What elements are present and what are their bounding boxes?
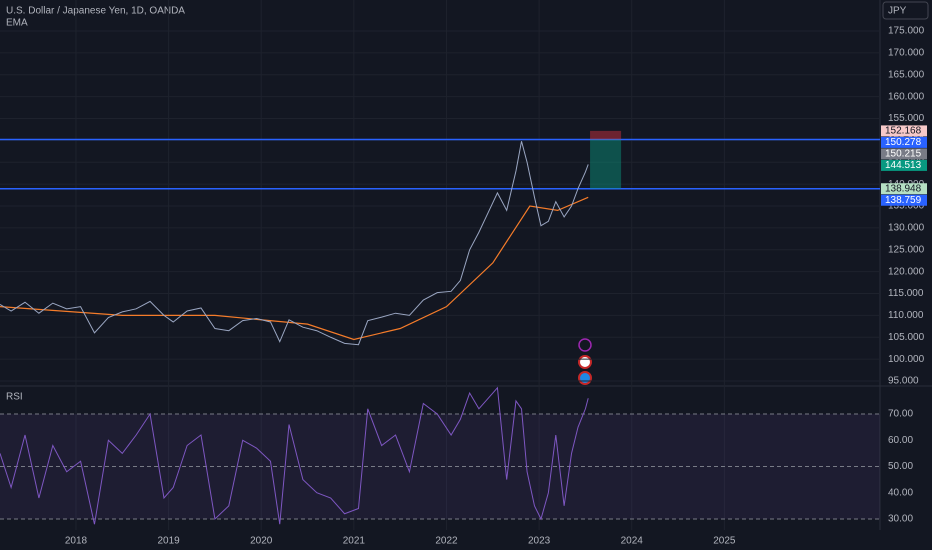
y-tick-label: 170.000 <box>888 48 925 59</box>
position-risk <box>590 130 622 140</box>
price-tag <box>881 183 927 195</box>
y-tick-label: 160.000 <box>888 91 925 102</box>
indicator-label: EMA <box>6 18 28 29</box>
y-tick-label: 155.000 <box>888 113 925 124</box>
rsi-band <box>0 414 880 519</box>
y-tick-label: 125.000 <box>888 244 925 255</box>
y-tick-label: 30.00 <box>888 514 913 525</box>
y-tick-label: 120.000 <box>888 266 925 277</box>
x-tick-label: 2019 <box>157 536 180 547</box>
price-tag <box>881 159 927 171</box>
y-tick-label: 50.00 <box>888 461 913 472</box>
x-tick-label: 2025 <box>713 536 736 547</box>
position-reward <box>590 139 622 189</box>
x-tick-label: 2024 <box>621 536 644 547</box>
price-line <box>0 141 589 346</box>
x-tick-label: 2021 <box>343 536 366 547</box>
rsi-title: RSI <box>6 392 23 403</box>
price-tag-label: 138.948 <box>885 183 922 194</box>
event-icons[interactable] <box>578 338 592 385</box>
price-tag-label: 138.759 <box>885 195 922 206</box>
price-tag <box>881 136 927 148</box>
x-tick-label: 2018 <box>65 536 88 547</box>
price-tag <box>881 194 927 206</box>
y-tick-label: 165.000 <box>888 69 925 80</box>
price-tag <box>881 125 927 137</box>
price-tag-label: 150.278 <box>885 137 922 148</box>
y-tick-label: 70.00 <box>888 409 913 420</box>
ema-line <box>0 196 589 341</box>
y-tick-label: 135.000 <box>888 201 925 212</box>
price-line <box>0 386 589 525</box>
currency: JPY <box>888 6 907 17</box>
y-tick-label: 115.000 <box>888 288 924 299</box>
y-tick-label: 100.000 <box>888 354 925 365</box>
price-tag <box>881 148 927 160</box>
y-tick-label: 60.00 <box>888 435 913 446</box>
y-tick-label: 175.000 <box>888 26 925 37</box>
price-tag-label: 152.168 <box>885 126 922 137</box>
price-tag-label: 144.513 <box>885 160 922 171</box>
chart-title: U.S. Dollar / Japanese Yen, 1D, OANDA <box>6 6 185 17</box>
y-tick-label: 105.000 <box>888 332 925 343</box>
x-tick-label: 2023 <box>528 536 551 547</box>
y-tick-label: 130.000 <box>888 223 925 234</box>
y-tick-label: 40.00 <box>888 487 913 498</box>
x-tick-label: 2020 <box>250 536 273 547</box>
y-tick-label: 110.000 <box>888 310 924 321</box>
price-tag-label: 150.215 <box>885 149 922 160</box>
currency-box[interactable] <box>882 1 929 20</box>
y-tick-label: 95.000 <box>888 376 919 387</box>
x-tick-label: 2022 <box>435 536 458 547</box>
